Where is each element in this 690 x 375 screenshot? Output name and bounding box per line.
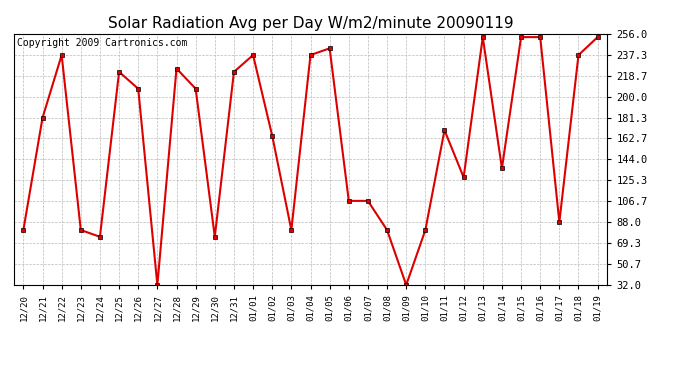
Text: Copyright 2009 Cartronics.com: Copyright 2009 Cartronics.com — [17, 38, 187, 48]
Title: Solar Radiation Avg per Day W/m2/minute 20090119: Solar Radiation Avg per Day W/m2/minute … — [108, 16, 513, 31]
